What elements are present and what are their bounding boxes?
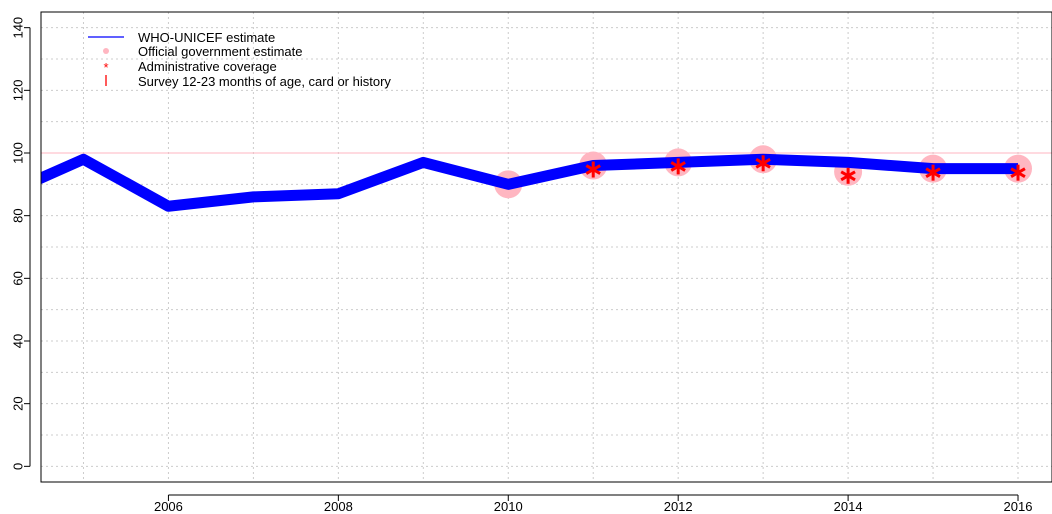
marker-layer <box>585 155 1026 184</box>
legend-item: Official government estimate <box>103 44 303 59</box>
series-layer <box>41 145 1033 212</box>
administrative-coverage-point <box>755 155 771 172</box>
y-tick-label: 100 <box>11 142 26 164</box>
legend-label: Survey 12-23 months of age, card or hist… <box>138 74 391 89</box>
y-tick-label: 140 <box>11 17 26 39</box>
x-tick-label: 2006 <box>154 499 183 514</box>
who-unicef-estimate-line <box>41 153 1019 212</box>
legend-label: Administrative coverage <box>138 59 277 74</box>
legend-label: WHO-UNICEF estimate <box>138 30 275 45</box>
x-tick-label: 2016 <box>1004 499 1033 514</box>
x-tick-label: 2008 <box>324 499 353 514</box>
y-tick-label: 20 <box>11 396 26 410</box>
y-tick-label: 120 <box>11 79 26 101</box>
administrative-coverage-point <box>1010 164 1026 181</box>
plot-frame <box>40 11 1052 483</box>
legend-label: Official government estimate <box>138 44 303 59</box>
administrative-coverage-point <box>585 161 601 178</box>
administrative-coverage-point <box>670 158 686 175</box>
administrative-coverage-point <box>925 164 941 181</box>
x-tick-label: 2012 <box>664 499 693 514</box>
legend-swatch-circle <box>103 48 109 54</box>
y-tick-label: 40 <box>11 334 26 348</box>
y-tick-label: 80 <box>11 208 26 222</box>
grid-lines <box>41 12 1052 482</box>
x-tick-label: 2010 <box>494 499 523 514</box>
x-tick-label: 2014 <box>834 499 863 514</box>
axes: 2006 2008 2010 2012 2014 2016 0 20 40 60 80 100 120 1… <box>11 17 1033 514</box>
y-tick-label: 0 <box>11 463 26 470</box>
y-tick-label: 60 <box>11 271 26 285</box>
legend-swatch-asterisk: * <box>103 60 108 75</box>
legend-item: * Administrative coverage <box>103 59 276 75</box>
legend-item: WHO-UNICEF estimate <box>88 30 275 45</box>
legend-item: Survey 12-23 months of age, card or hist… <box>105 74 391 89</box>
administrative-coverage-point <box>840 167 856 184</box>
